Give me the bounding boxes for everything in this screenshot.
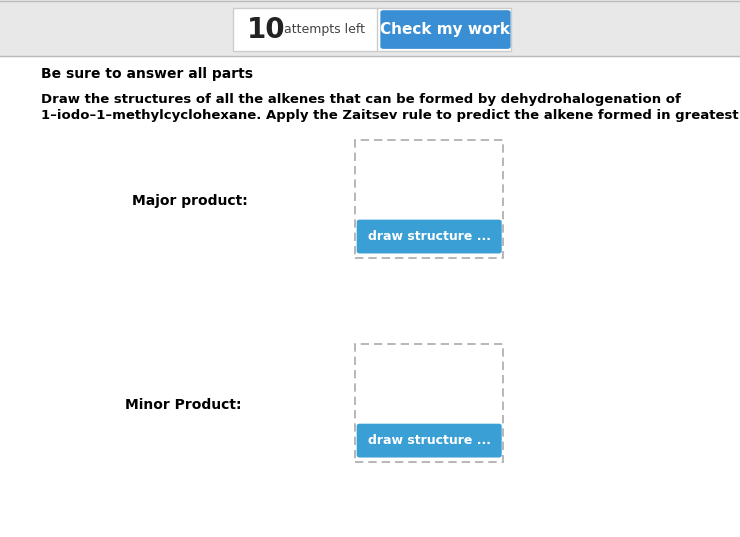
Text: Minor Product:: Minor Product: <box>126 398 242 412</box>
Text: Draw the structures of all the alkenes that can be formed by dehydrohalogenation: Draw the structures of all the alkenes t… <box>41 93 681 106</box>
FancyBboxPatch shape <box>355 140 503 258</box>
Text: draw structure ...: draw structure ... <box>368 434 491 447</box>
FancyBboxPatch shape <box>357 424 502 458</box>
FancyBboxPatch shape <box>0 0 740 56</box>
Text: 10: 10 <box>246 16 285 43</box>
FancyBboxPatch shape <box>380 10 511 49</box>
Text: Major product:: Major product: <box>132 194 248 208</box>
Text: attempts left: attempts left <box>280 23 365 36</box>
FancyBboxPatch shape <box>355 344 503 462</box>
FancyBboxPatch shape <box>357 220 502 253</box>
Text: 1–iodo–1–methylcyclohexane. Apply the Zaitsev rule to predict the alkene formed : 1–iodo–1–methylcyclohexane. Apply the Za… <box>41 109 740 122</box>
Text: Be sure to answer all parts: Be sure to answer all parts <box>41 67 252 81</box>
FancyBboxPatch shape <box>233 8 511 51</box>
Text: draw structure ...: draw structure ... <box>368 230 491 243</box>
Text: Check my work: Check my work <box>380 22 511 37</box>
